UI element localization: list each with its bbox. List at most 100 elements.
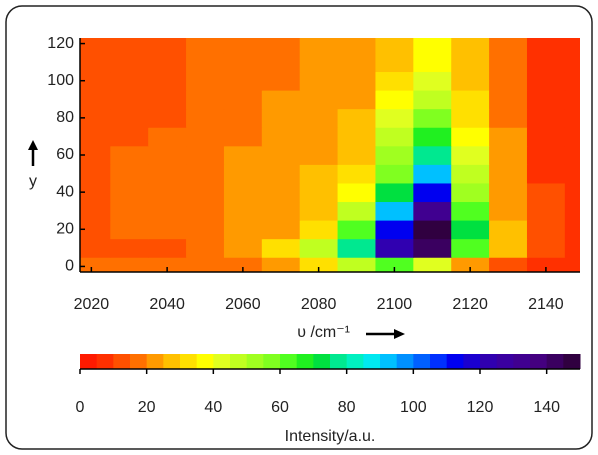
contour-cell xyxy=(451,127,490,147)
y-tick-label: 0 xyxy=(65,258,74,275)
colorbar-band xyxy=(280,354,298,369)
colorbar-band xyxy=(480,354,498,369)
contour-cell xyxy=(337,220,377,240)
colorbar-band xyxy=(130,354,148,369)
contour-cell xyxy=(110,127,149,147)
x-tick-label: 2020 xyxy=(74,296,110,313)
colorbar-band xyxy=(363,354,381,369)
contour-cell xyxy=(223,257,263,272)
colorbar-tick-label: 140 xyxy=(533,399,560,416)
y-tick-label: 120 xyxy=(47,35,74,52)
contour-cell xyxy=(526,108,566,128)
contour-cell xyxy=(451,220,490,240)
contour-cell xyxy=(564,127,580,147)
x-tick-label: 2140 xyxy=(528,296,564,313)
contour-cell xyxy=(489,220,528,240)
contour-cell xyxy=(337,90,377,110)
colorbar-band xyxy=(330,354,348,369)
y-arrow-head xyxy=(28,140,38,150)
contour-cell xyxy=(413,164,452,184)
contour-cell xyxy=(148,201,187,221)
contour-cell xyxy=(564,257,580,272)
contour-cell xyxy=(375,52,414,73)
colorbar-band xyxy=(80,354,98,369)
contour-cell xyxy=(299,108,339,128)
contour-cell xyxy=(413,145,452,165)
contour-cell xyxy=(375,220,414,240)
contour-cell xyxy=(413,182,452,203)
contour-cell xyxy=(110,257,149,272)
contour-cell xyxy=(451,38,490,54)
colorbar-band xyxy=(146,354,164,369)
contour-cell xyxy=(223,108,263,128)
contour-cell xyxy=(337,127,377,147)
contour-cell xyxy=(451,201,490,221)
colorbar-band xyxy=(196,354,214,369)
contour-cell xyxy=(299,90,339,110)
contour-cell xyxy=(80,38,111,54)
contour-cell xyxy=(186,257,225,272)
contour-cell xyxy=(223,90,263,110)
contour-cell xyxy=(110,38,149,54)
contour-cell xyxy=(489,182,528,203)
contour-cell xyxy=(337,71,377,91)
contour-cell xyxy=(80,164,111,184)
contour-cell xyxy=(80,201,111,221)
contour-cell xyxy=(526,127,566,147)
contour-cell xyxy=(223,220,263,240)
colorbar-band xyxy=(463,354,481,369)
contour-cell xyxy=(110,164,149,184)
contour-cell xyxy=(375,238,414,258)
x-tick-label: 2100 xyxy=(377,296,413,313)
contour-cell xyxy=(375,164,414,184)
contour-cell xyxy=(564,145,580,165)
contour-cell xyxy=(564,201,580,221)
contour-cell xyxy=(337,238,377,258)
contour-cell xyxy=(261,71,301,91)
contour-cell xyxy=(564,220,580,240)
colorbar-band xyxy=(446,354,464,369)
contour-cell xyxy=(110,238,149,258)
contour-cell xyxy=(299,38,339,54)
contour-cell xyxy=(261,164,301,184)
x-tick-label: 2060 xyxy=(225,296,261,313)
x-tick-label: 2040 xyxy=(149,296,185,313)
contour-cell xyxy=(375,127,414,147)
contour-cell xyxy=(413,108,452,128)
contour-cell xyxy=(299,220,339,240)
contour-cell xyxy=(337,38,377,54)
contour-cell xyxy=(451,238,490,258)
y-tick-label: 100 xyxy=(47,72,74,89)
contour-cell xyxy=(261,257,301,272)
contour-cell xyxy=(223,71,263,91)
contour-cell xyxy=(299,257,339,272)
colorbar-label: Intensity/a.u. xyxy=(285,428,376,445)
contour-cell xyxy=(299,201,339,221)
contour-cell xyxy=(526,238,566,258)
contour-cell xyxy=(186,38,225,54)
contour-cell xyxy=(413,238,452,258)
contour-cell xyxy=(375,71,414,91)
colorbar-tick-label: 120 xyxy=(467,399,494,416)
contour-cell xyxy=(413,38,452,54)
y-tick-label: 60 xyxy=(56,146,74,163)
contour-cell xyxy=(110,71,149,91)
contour-cell xyxy=(80,71,111,91)
colorbar-band xyxy=(246,354,264,369)
contour-cell xyxy=(337,145,377,165)
contour-cell xyxy=(337,108,377,128)
contour-cell xyxy=(299,127,339,147)
contour-cell xyxy=(186,90,225,110)
colorbar-band xyxy=(530,354,548,369)
contour-cell xyxy=(451,257,490,272)
colorbar-band xyxy=(296,354,314,369)
colorbar-band xyxy=(230,354,248,369)
contour-cell xyxy=(489,164,528,184)
contour-cell xyxy=(80,108,111,128)
contour-cell xyxy=(413,71,452,91)
colorbar-tick-label: 60 xyxy=(271,399,289,416)
contour-cell xyxy=(261,220,301,240)
contour-cell xyxy=(186,238,225,258)
contour-cell xyxy=(489,71,528,91)
